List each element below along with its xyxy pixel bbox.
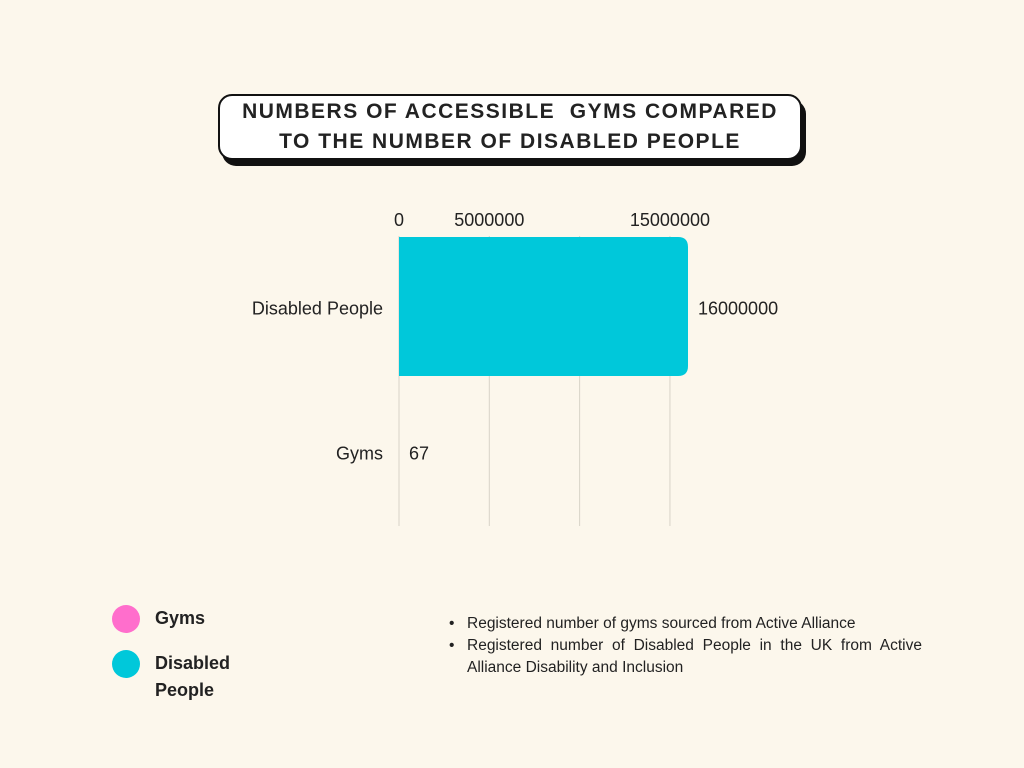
bar-chart: 0 5000000 15000000 Disabled People 16000000 G… bbox=[252, 210, 778, 526]
note-item: Registered number of Disabled People in … bbox=[447, 635, 922, 679]
legend-swatch-disabled-people bbox=[112, 650, 140, 678]
legend-label-gyms: Gyms bbox=[155, 608, 206, 628]
chart-title: NUMBERS OF ACCESSIBLE GYMS COMPARED TO T… bbox=[218, 94, 802, 160]
legend-item-disabled-people: Disabled People bbox=[112, 650, 250, 704]
category-label: Disabled People bbox=[252, 299, 383, 319]
value-label: 67 bbox=[409, 444, 429, 464]
category-label: Gyms bbox=[336, 444, 383, 464]
note-item: Registered number of gyms sourced from A… bbox=[447, 613, 922, 635]
bar-disabled-people bbox=[399, 237, 688, 376]
x-tick-label: 0 bbox=[394, 210, 404, 230]
legend-item-gyms: Gyms bbox=[112, 605, 205, 633]
title-line-1: NUMBERS OF ACCESSIBLE GYMS COMPARED bbox=[242, 100, 778, 123]
title-line-2: TO THE NUMBER OF DISABLED PEOPLE bbox=[279, 130, 741, 153]
legend-swatch-gyms bbox=[112, 605, 140, 633]
x-tick-label: 15000000 bbox=[630, 210, 710, 230]
value-label: 16000000 bbox=[698, 299, 778, 319]
source-notes: Registered number of gyms sourced from A… bbox=[447, 613, 922, 679]
legend-label-disabled-people: Disabled People bbox=[155, 653, 231, 700]
x-tick-label: 5000000 bbox=[454, 210, 524, 230]
